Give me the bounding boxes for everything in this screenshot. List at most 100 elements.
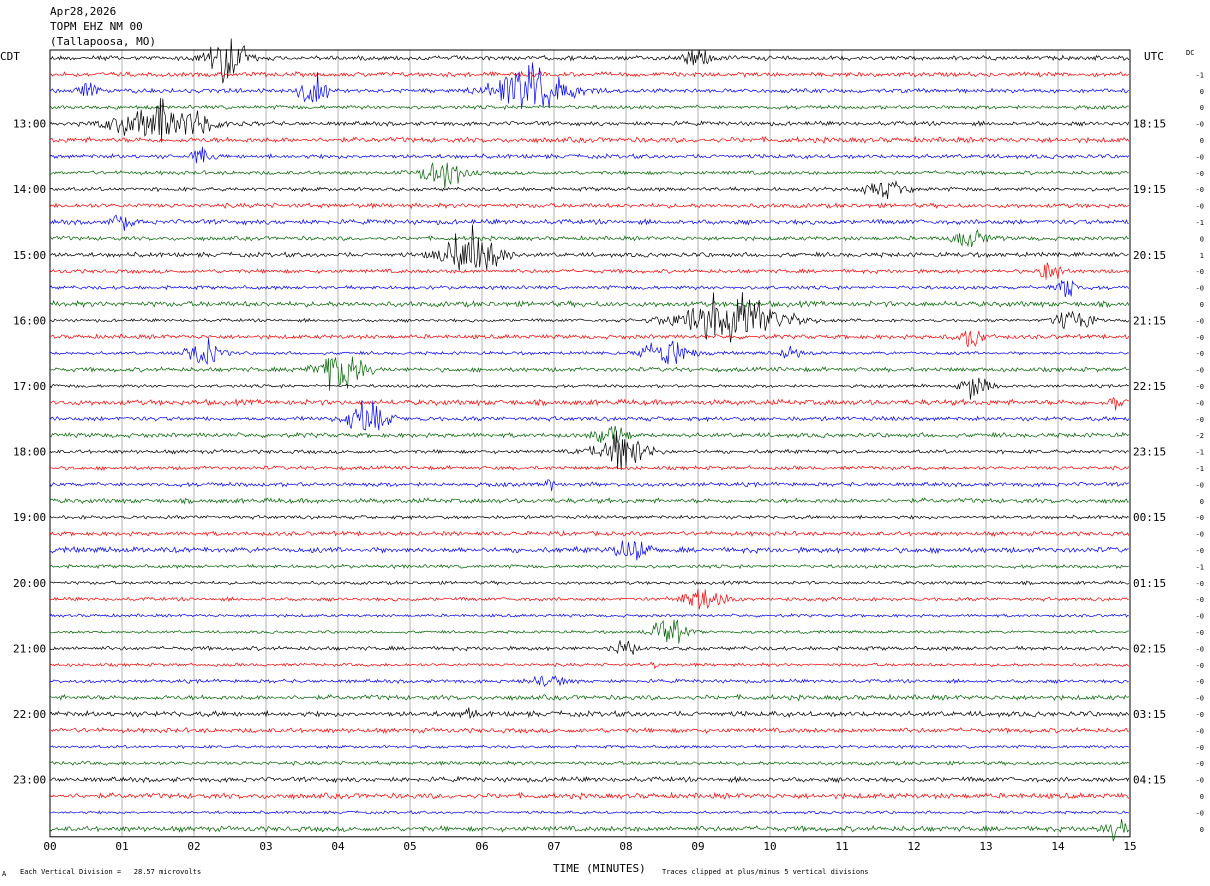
left-hour-label: 21:00 xyxy=(13,642,46,655)
dc-offset-value: 0 xyxy=(1200,104,1204,112)
dc-offset-value: -0 xyxy=(1196,416,1204,424)
trace-line xyxy=(49,135,1130,144)
dc-offset-value: -0 xyxy=(1196,547,1204,555)
trace-line xyxy=(49,279,1130,298)
dc-offset-value: -0 xyxy=(1196,481,1204,489)
right-hour-label: 22:15 xyxy=(1133,380,1166,393)
dc-offset-value: -0 xyxy=(1196,662,1204,670)
trace-line xyxy=(49,400,1130,431)
trace-line xyxy=(49,70,1130,78)
plot-date: Apr28,2026 xyxy=(50,5,117,18)
trace-line xyxy=(49,377,1129,400)
trace-line xyxy=(49,356,1129,391)
dc-offset-labels: -1 0 0 -0 0 -0 -0 -0 -0 -1 0 1 -0 -0 0 -0 -0 -0 -0 -0 -0 -0 -2… xyxy=(1196,71,1204,833)
left-timezone-label: CDT xyxy=(0,50,20,63)
trace-line xyxy=(49,540,1129,561)
dc-offset-value: -1 xyxy=(1196,449,1204,457)
x-tick-label: 08 xyxy=(619,840,632,853)
trace-line xyxy=(49,580,1129,586)
trace-line xyxy=(49,775,1130,784)
right-hour-label: 18:15 xyxy=(1133,118,1166,131)
left-hour-label: 17:00 xyxy=(13,380,46,393)
right-hour-label: 21:15 xyxy=(1133,314,1166,327)
trace-line xyxy=(49,180,1130,200)
seismic-traces xyxy=(49,38,1130,843)
dc-offset-value: -0 xyxy=(1196,727,1204,735)
trace-line xyxy=(49,760,1130,767)
right-hour-label: 23:15 xyxy=(1133,446,1166,459)
dc-offset-value: -0 xyxy=(1196,317,1204,325)
dc-offset-value: -0 xyxy=(1196,514,1204,522)
left-hour-label: 15:00 xyxy=(13,249,46,262)
left-hour-label: 20:00 xyxy=(13,577,46,590)
dc-offset-value: -0 xyxy=(1196,170,1204,178)
dc-offset-value: 0 xyxy=(1200,826,1204,834)
trace-line xyxy=(49,146,1130,164)
station-location: (Tallapoosa, MO) xyxy=(50,35,156,48)
trace-line xyxy=(49,707,1130,719)
x-axis-title: TIME (MINUTES) xyxy=(553,862,646,875)
trace-line xyxy=(49,299,1130,309)
dc-offset-value: -0 xyxy=(1196,350,1204,358)
dc-offset-value: -0 xyxy=(1196,645,1204,653)
x-axis-ticks: 00 01 02 03 04 05 06 07 08 09 10 11 12 13 14 15 xyxy=(43,840,1136,853)
dc-offset-value: -0 xyxy=(1196,760,1204,768)
trace-line xyxy=(49,613,1129,618)
dc-offset-value: -1 xyxy=(1196,465,1204,473)
dc-offset-value: -0 xyxy=(1196,596,1204,604)
trace-line xyxy=(49,588,1129,610)
right-hour-label: 00:15 xyxy=(1133,511,1166,524)
dc-offset-value: -1 xyxy=(1196,219,1204,227)
dc-offset-value: -0 xyxy=(1196,383,1204,391)
dc-offset-value: 0 xyxy=(1200,498,1204,506)
x-tick-label: 07 xyxy=(547,840,560,853)
dc-offset-value: 0 xyxy=(1200,793,1204,801)
left-hour-label: 16:00 xyxy=(13,314,46,327)
dc-offset-value: -0 xyxy=(1196,186,1204,194)
trace-line xyxy=(49,479,1129,492)
trace-line xyxy=(49,791,1130,801)
dc-offset-value: -0 xyxy=(1196,695,1204,703)
trace-line xyxy=(49,38,1130,84)
dc-offset-value: 0 xyxy=(1200,88,1204,96)
trace-line xyxy=(49,262,1130,280)
x-tick-label: 03 xyxy=(259,840,272,853)
dc-offset-value: 0 xyxy=(1200,235,1204,243)
dc-offset-value: -0 xyxy=(1196,153,1204,161)
station-code: TOPM EHZ NM 00 xyxy=(50,20,143,33)
x-tick-label: 10 xyxy=(763,840,776,853)
dc-offset-value: 0 xyxy=(1200,137,1204,145)
x-tick-label: 00 xyxy=(43,840,56,853)
right-hour-label: 19:15 xyxy=(1133,183,1166,196)
dc-offset-value: -0 xyxy=(1196,809,1204,817)
x-tick-label: 02 xyxy=(187,840,200,853)
dc-offset-value: -0 xyxy=(1196,777,1204,785)
left-hour-label: 19:00 xyxy=(13,511,46,524)
trace-line xyxy=(49,330,1130,348)
x-tick-label: 15 xyxy=(1123,840,1136,853)
dc-offset-value: -1 xyxy=(1196,563,1204,571)
x-tick-label: 11 xyxy=(835,840,848,853)
dc-offset-value: -0 xyxy=(1196,203,1204,211)
dc-offset-value: -0 xyxy=(1196,629,1204,637)
trace-line xyxy=(49,675,1129,688)
trace-line xyxy=(49,396,1129,411)
right-hour-label: 01:15 xyxy=(1133,577,1166,590)
right-hour-label: 20:15 xyxy=(1133,249,1166,262)
left-hour-label: 22:00 xyxy=(13,708,46,721)
dc-offset-value: -0 xyxy=(1196,531,1204,539)
dc-offset-value: -0 xyxy=(1196,121,1204,129)
trace-line xyxy=(49,744,1129,750)
dc-offset-value: -1 xyxy=(1196,71,1204,79)
dc-offset-value: -0 xyxy=(1196,678,1204,686)
dc-offset-value: -0 xyxy=(1196,613,1204,621)
right-hour-label: 03:15 xyxy=(1133,708,1166,721)
x-tick-label: 12 xyxy=(907,840,920,853)
x-tick-label: 09 xyxy=(691,840,704,853)
dc-offset-value: -0 xyxy=(1196,367,1204,375)
trace-line xyxy=(49,497,1129,505)
x-tick-label: 04 xyxy=(331,840,345,853)
trace-line xyxy=(49,514,1129,521)
x-tick-label: 05 xyxy=(403,840,416,853)
